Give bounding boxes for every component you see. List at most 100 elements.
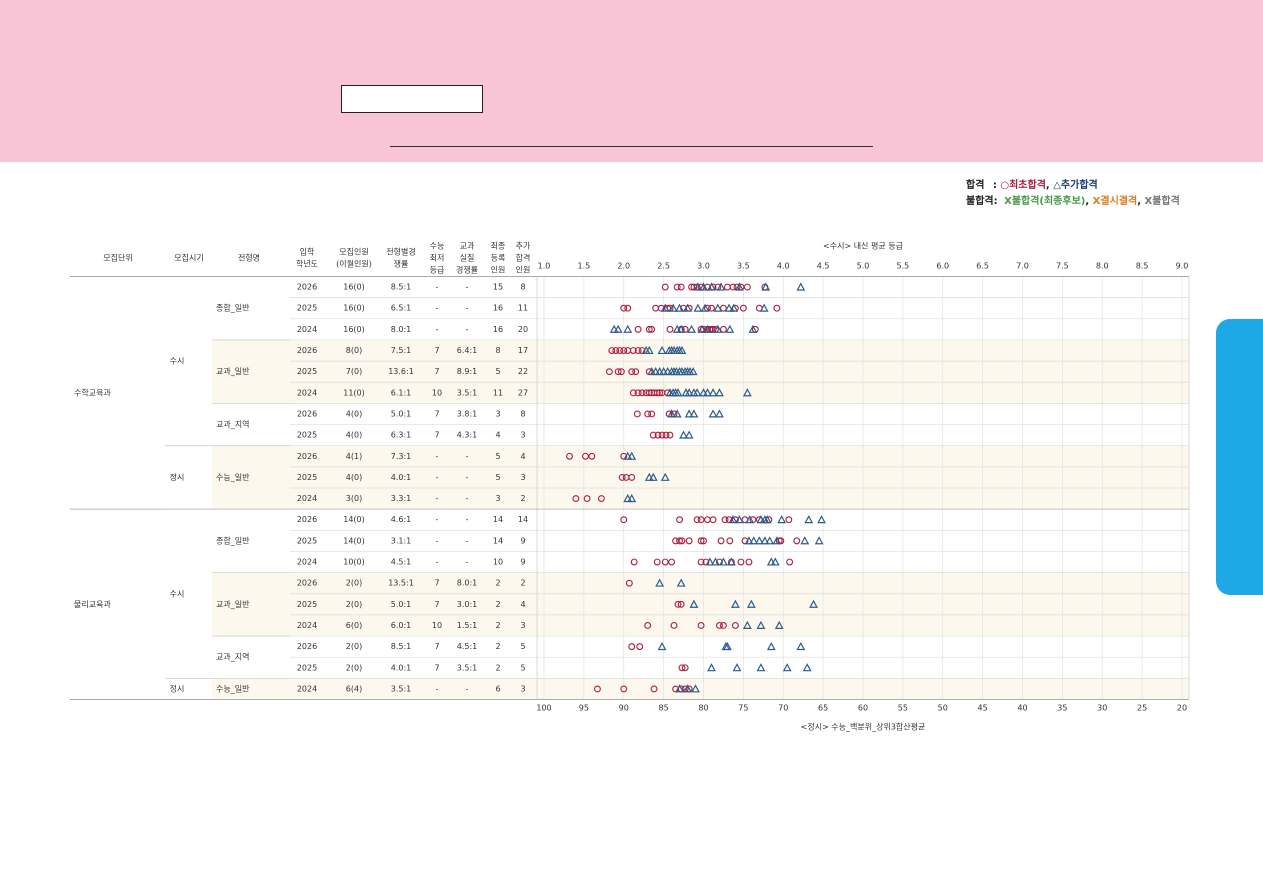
cell-real-competition: - (466, 536, 469, 545)
first-pass-marker (624, 304, 632, 312)
row-band (212, 593, 1189, 615)
header-min-grade: 수능 (430, 242, 445, 251)
first-pass-marker (729, 283, 737, 291)
cell-quota: 2(0) (346, 642, 362, 651)
cell-final-count: 2 (495, 600, 500, 609)
additional-pass-marker (756, 620, 766, 629)
additional-pass-marker (759, 303, 769, 312)
cell-competition: 5.0:1 (391, 600, 412, 609)
cell-year: 2025 (297, 431, 317, 440)
additional-pass-marker (673, 388, 683, 397)
additional-pass-marker (782, 663, 792, 672)
cell-final-count: 14 (493, 515, 503, 524)
top-axis-tick: 8.5 (1136, 262, 1149, 271)
additional-pass-marker (761, 282, 771, 291)
additional-pass-marker (613, 324, 623, 333)
cell-additional-count: 8 (520, 283, 525, 292)
cell-additional-count: 4 (520, 600, 525, 609)
cell-additional-count: 17 (518, 346, 528, 355)
cell-year: 2025 (297, 663, 317, 672)
additional-pass-marker (762, 515, 772, 524)
header-additional-count: 인원 (516, 265, 531, 275)
bottom-axis-tick: 65 (818, 704, 828, 713)
period-label: 정시 (170, 683, 185, 693)
first-pass-marker (583, 495, 591, 503)
cell-year: 2026 (297, 579, 317, 588)
cell-additional-count: 9 (520, 558, 525, 567)
cell-year: 2024 (297, 494, 317, 503)
cell-final-count: 11 (493, 388, 503, 397)
bottom-axis-tick: 20 (1177, 704, 1187, 713)
additional-pass-marker (724, 303, 734, 312)
row-band (212, 572, 1189, 594)
top-axis-tick: 7.0 (1016, 262, 1029, 271)
first-pass-marker (674, 600, 682, 608)
cell-additional-count: 4 (520, 452, 525, 461)
cell-final-count: 2 (495, 621, 500, 630)
additional-pass-marker (705, 557, 715, 566)
first-pass-marker (719, 325, 727, 333)
first-pass-marker (668, 558, 676, 566)
cell-year: 2025 (297, 600, 317, 609)
additional-pass-marker (766, 641, 776, 651)
header-additional-count: 합격 (516, 253, 531, 263)
first-pass-marker (628, 368, 636, 376)
cell-additional-count: 8 (520, 409, 525, 418)
additional-pass-marker (684, 409, 694, 418)
first-pass-marker (677, 600, 685, 608)
cell-quota: 16(0) (343, 325, 365, 334)
bottom-axis-tick: 75 (738, 704, 748, 713)
cell-year: 2025 (297, 304, 317, 313)
header-final-count: 등록 (491, 254, 506, 263)
additional-pass-marker (772, 536, 782, 545)
first-pass-marker (634, 347, 642, 354)
cell-additional-count: 2 (520, 494, 525, 503)
cell-competition: 8.0:1 (391, 325, 412, 334)
cell-final-count: 3 (495, 494, 500, 503)
cell-quota: 10(0) (343, 558, 365, 567)
cell-competition: 3.5:1 (391, 684, 412, 693)
cell-quota: 6(0) (346, 621, 362, 630)
cell-additional-count: 3 (520, 621, 525, 630)
cell-quota: 2(0) (346, 579, 362, 588)
cell-competition: 4.0:1 (391, 663, 412, 672)
first-pass-marker (566, 452, 573, 460)
type-label: 교과_지역 (216, 419, 249, 429)
cell-year: 2026 (297, 515, 317, 524)
cell-quota: 7(0) (346, 367, 362, 376)
first-pass-marker (593, 685, 601, 693)
row-band (212, 678, 1189, 700)
additional-pass-marker (691, 684, 700, 693)
bottom-axis-tick: 80 (698, 704, 708, 713)
bottom-axis-tick: 35 (1057, 704, 1067, 713)
cell-real-competition: 6.4:1 (457, 346, 478, 355)
first-pass-marker (634, 389, 642, 397)
first-pass-marker (633, 410, 641, 418)
first-pass-marker (672, 537, 680, 545)
cell-final-count: 16 (493, 304, 503, 313)
cell-final-count: 2 (495, 663, 500, 672)
cell-additional-count: 2 (520, 579, 525, 588)
first-pass-marker (661, 283, 669, 291)
type-label: 교과_일반 (216, 367, 250, 376)
first-pass-marker (612, 347, 620, 354)
cell-min-grade: 7 (434, 663, 439, 672)
additional-pass-marker (683, 303, 692, 312)
cell-min-grade: 7 (434, 600, 439, 609)
top-axis-tick: 8.0 (1096, 262, 1109, 271)
additional-pass-marker (796, 282, 806, 291)
header-year: 학년도 (296, 259, 318, 269)
first-pass-marker (709, 516, 717, 524)
additional-pass-marker (732, 663, 742, 672)
first-pass-marker (739, 304, 747, 312)
additional-pass-marker (802, 663, 812, 672)
cell-min-grade: - (436, 304, 439, 313)
cell-year: 2024 (297, 684, 317, 693)
bottom-axis-tick: 85 (659, 704, 669, 713)
cell-additional-count: 27 (518, 388, 528, 397)
cell-quota: 14(0) (343, 536, 365, 545)
cell-quota: 14(0) (343, 515, 365, 524)
side-tab[interactable] (1216, 319, 1263, 595)
additional-pass-marker (716, 282, 726, 291)
first-pass-marker (629, 347, 637, 354)
